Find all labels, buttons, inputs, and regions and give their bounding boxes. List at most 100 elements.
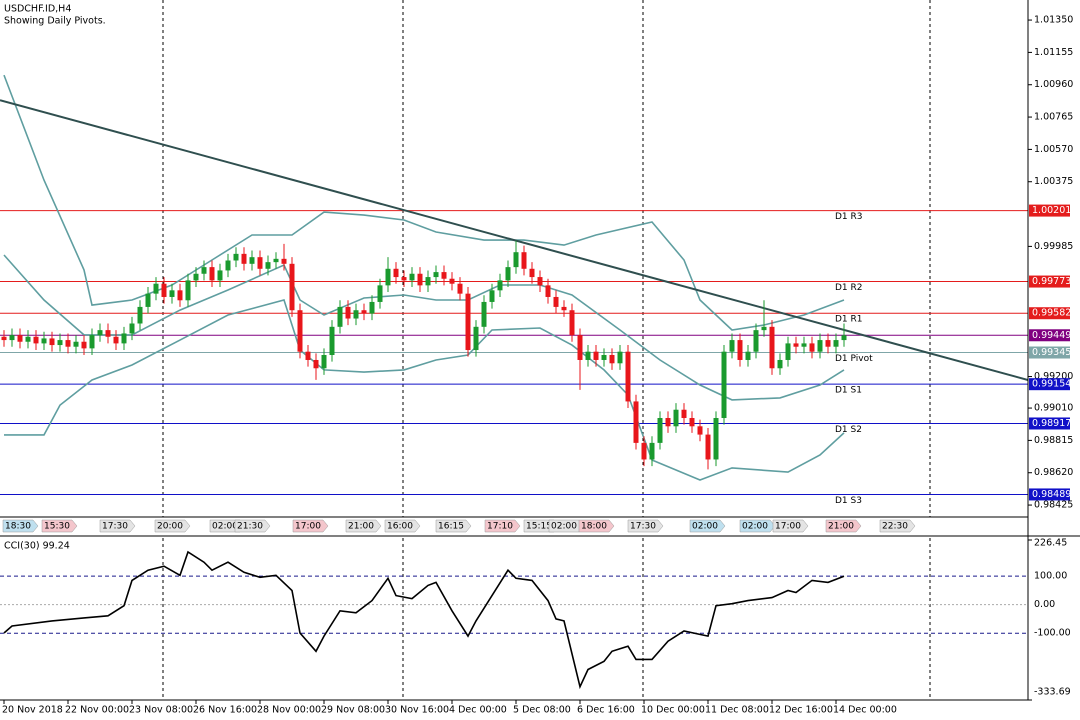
history-label: 21:30 bbox=[237, 522, 263, 532]
candle-body bbox=[665, 418, 671, 427]
candle-body bbox=[153, 283, 159, 294]
candle-body bbox=[641, 442, 647, 460]
history-tag bbox=[234, 519, 271, 533]
pivot-label: D1 R1 bbox=[835, 315, 863, 325]
y-tick-label: 0.00 bbox=[1034, 599, 1055, 610]
candle-body bbox=[529, 268, 535, 278]
candle-body bbox=[697, 426, 703, 435]
candle-body bbox=[825, 340, 831, 347]
candle-body bbox=[177, 290, 183, 301]
history-tag bbox=[99, 519, 136, 533]
x-tick-label: 22 Nov 00:00 bbox=[65, 705, 129, 716]
history-tag bbox=[435, 519, 472, 533]
x-tick-label: 30 Nov 16:00 bbox=[385, 705, 449, 716]
candle-body bbox=[369, 301, 375, 314]
candle-body bbox=[769, 326, 775, 369]
history-tag bbox=[384, 519, 421, 533]
candle-body bbox=[25, 336, 31, 342]
history-label: 15:15 bbox=[526, 522, 552, 532]
candle-body bbox=[457, 283, 463, 294]
chart-subtitle: Showing Daily Pivots. bbox=[4, 16, 106, 27]
candle-body bbox=[505, 267, 511, 281]
history-tag bbox=[689, 519, 726, 533]
candle-body bbox=[745, 351, 751, 360]
candle-body bbox=[729, 340, 735, 352]
candle-body bbox=[249, 257, 255, 264]
history-tag bbox=[772, 519, 809, 533]
history-label: 18:30 bbox=[5, 522, 31, 532]
candle-body bbox=[193, 273, 199, 281]
candle-body bbox=[129, 323, 135, 334]
price-tag-label: 0.99449 bbox=[1032, 330, 1071, 341]
candle-body bbox=[497, 280, 503, 291]
history-tag bbox=[879, 519, 916, 533]
candle-body bbox=[585, 351, 591, 360]
y-tick-label: 0.98620 bbox=[1034, 467, 1073, 478]
price-plot bbox=[0, 74, 1028, 495]
candle-body bbox=[257, 257, 263, 269]
price-tag-label: 0.99773 bbox=[1032, 276, 1071, 287]
price-tag bbox=[1029, 307, 1070, 320]
y-tick-label: 1.00375 bbox=[1034, 176, 1073, 187]
candle-body bbox=[465, 293, 471, 351]
candle-body bbox=[281, 258, 287, 264]
band-line bbox=[3, 74, 845, 331]
history-tag bbox=[345, 519, 382, 533]
candle-body bbox=[649, 442, 655, 460]
candle-body bbox=[433, 272, 439, 278]
history-label: 17:30 bbox=[102, 522, 128, 532]
overlay: 1.01350 1.01155 1.00960 1.00765 1.00570 1.003… bbox=[2, 15, 1073, 716]
x-tick-label: 20 Nov 2018 bbox=[2, 705, 63, 716]
candle-body bbox=[337, 306, 343, 327]
history-label: 17:30 bbox=[630, 522, 656, 532]
price-tag bbox=[1029, 275, 1070, 288]
candle-body bbox=[313, 359, 319, 369]
candle-body bbox=[577, 335, 583, 360]
candle-body bbox=[793, 343, 799, 347]
y-tick-label: 0.98815 bbox=[1034, 435, 1073, 446]
candle-body bbox=[169, 290, 175, 297]
price-tag-label: 0.99582 bbox=[1032, 308, 1071, 319]
candle-body bbox=[161, 283, 167, 297]
x-tick-label: 23 Nov 08:00 bbox=[129, 705, 193, 716]
history-label: 16:15 bbox=[438, 522, 464, 532]
candle-body bbox=[265, 262, 271, 269]
y-tick-label: 1.00570 bbox=[1034, 144, 1073, 155]
trendline bbox=[0, 99, 1028, 381]
candle-body bbox=[737, 340, 743, 360]
candle-body bbox=[33, 336, 39, 344]
y-tick-label: 100.00 bbox=[1034, 571, 1067, 582]
candle-body bbox=[329, 326, 335, 356]
history-label: 02:00 bbox=[551, 522, 577, 532]
price-tag-label: 1.00201 bbox=[1032, 205, 1071, 216]
candle-body bbox=[137, 306, 143, 324]
candle-body bbox=[809, 343, 815, 352]
y-tick-label: -333.69 bbox=[1034, 687, 1071, 698]
candle-body bbox=[145, 293, 151, 307]
history-label: 21:00 bbox=[348, 522, 374, 532]
candle-body bbox=[225, 260, 231, 271]
cci-line bbox=[3, 550, 845, 690]
y-tick-label: 1.00765 bbox=[1034, 112, 1073, 123]
x-tick-label: 11 Dec 08:00 bbox=[705, 705, 769, 716]
history-tag bbox=[627, 519, 664, 533]
candle-body bbox=[425, 277, 431, 286]
price-tag-label: 0.98917 bbox=[1032, 418, 1071, 429]
price-tag-label: 0.99345 bbox=[1032, 347, 1071, 358]
candle-body bbox=[561, 306, 567, 311]
candle-body bbox=[681, 409, 687, 419]
y-tick-label: 0.99010 bbox=[1034, 403, 1073, 414]
history-label: 02:00 bbox=[212, 522, 238, 532]
candle-body bbox=[297, 310, 303, 352]
candle-body bbox=[569, 310, 575, 336]
candle-body bbox=[673, 409, 679, 427]
pivot-label: D1 S2 bbox=[835, 425, 862, 435]
candle-body bbox=[201, 267, 207, 274]
candle-body bbox=[385, 268, 391, 286]
history-tag bbox=[825, 519, 862, 533]
history-label: 17:00 bbox=[775, 522, 801, 532]
indicator-title: CCI(30) 99.24 bbox=[4, 541, 70, 552]
pivot-label: D1 R3 bbox=[835, 212, 863, 222]
vertical-grid bbox=[162, 0, 931, 700]
